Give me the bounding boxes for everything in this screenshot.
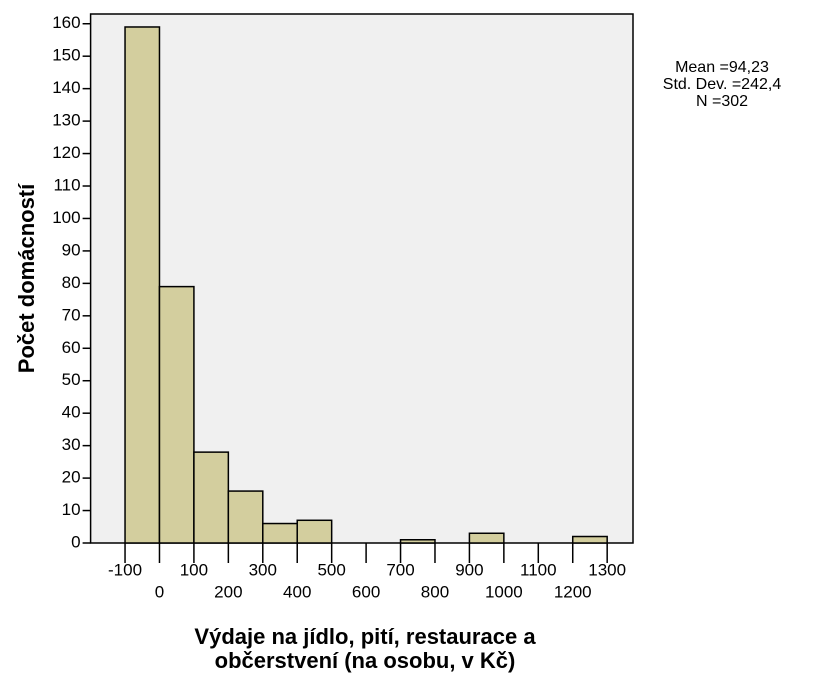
y-tick-label: 150 — [52, 46, 80, 65]
y-tick-label: 20 — [62, 468, 81, 487]
x-axis-label: občerstvení (na osobu, v Kč) — [215, 648, 516, 673]
bar — [571, 535, 608, 544]
x-axis-label: Výdaje na jídlo, pití, restaurace a — [194, 624, 536, 649]
y-tick-label: 120 — [52, 143, 80, 162]
y-tick-label: 90 — [62, 240, 81, 259]
bar — [227, 490, 264, 544]
bar — [124, 26, 161, 544]
x-tick-label: 0 — [155, 582, 164, 601]
x-tick-label: 100 — [180, 560, 208, 579]
stats-annotation: Mean =94,23 — [675, 59, 769, 76]
stats-annotation: N =302 — [696, 93, 748, 110]
y-tick-label: 130 — [52, 111, 80, 130]
x-tick-label: 1300 — [588, 560, 626, 579]
x-tick-label: 800 — [421, 582, 449, 601]
x-tick-label: -100 — [108, 560, 142, 579]
y-tick-label: 160 — [52, 13, 80, 32]
y-tick-label: 30 — [62, 435, 81, 454]
bar — [262, 522, 298, 544]
y-tick-label: 110 — [53, 175, 80, 194]
y-tick-label: 40 — [62, 403, 81, 422]
y-tick-label: 70 — [62, 305, 81, 324]
bar — [296, 519, 333, 544]
x-tick-label: 700 — [386, 560, 414, 579]
y-tick-label: 100 — [52, 208, 80, 227]
bar — [193, 451, 230, 544]
y-axis-label: Počet domácností — [14, 183, 39, 373]
bar — [468, 532, 505, 544]
x-tick-label: 900 — [455, 560, 483, 579]
x-tick-label: 1200 — [554, 582, 592, 601]
x-tick-label: 200 — [214, 582, 242, 601]
y-tick-label: 50 — [62, 370, 81, 389]
bar — [158, 285, 195, 544]
x-tick-label: 400 — [283, 582, 311, 601]
y-tick-label: 0 — [71, 532, 80, 551]
x-tick-label: 1100 — [520, 560, 557, 579]
x-tick-label: 300 — [249, 560, 277, 579]
x-tick-label: 600 — [352, 582, 380, 601]
x-tick-label: 1000 — [485, 582, 523, 601]
bar — [399, 539, 436, 544]
y-tick-label: 80 — [62, 273, 81, 292]
stats-annotation: Std. Dev. =242,4 — [663, 76, 782, 93]
x-tick-label: 500 — [317, 560, 345, 579]
y-tick-label: 10 — [62, 500, 81, 519]
y-tick-label: 140 — [52, 78, 80, 97]
y-tick-label: 60 — [62, 338, 81, 357]
